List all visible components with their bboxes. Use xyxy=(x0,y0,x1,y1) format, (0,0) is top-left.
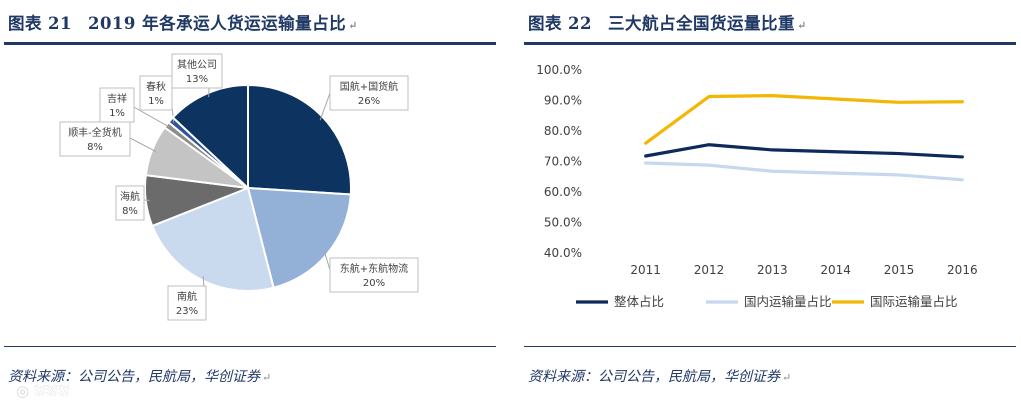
pie-data-label: 东航+东航物流 20% xyxy=(329,257,419,293)
pie-slice-label: 吉祥 xyxy=(107,92,127,105)
x-tick-label: 2015 xyxy=(884,263,915,277)
y-tick-label: 40.0% xyxy=(544,246,582,260)
x-tick-label: 2013 xyxy=(757,263,788,277)
pie-slice-label: 东航+东航物流 xyxy=(340,262,408,275)
pie-data-label: 吉祥 1% xyxy=(99,87,135,123)
figure-caption: 三大航占全国货运量比重 xyxy=(607,14,795,33)
paragraph-mark-icon: ↵ xyxy=(782,371,792,384)
bottom-rule xyxy=(524,346,1016,347)
pie-data-label: 其他公司 13% xyxy=(171,53,223,89)
pie-slice-label: 国航+国货航 xyxy=(340,80,398,93)
x-tick-label: 2016 xyxy=(947,263,978,277)
panel-pie-chart: 图表 21 2019 年各承运人货运运输量占比 ↵ 国航+国货航 26% 东航+东航物流 2… xyxy=(0,0,500,404)
source-text: 资料来源：公司公告，民航局，华创证券 xyxy=(8,369,260,385)
y-tick-label: 90.0% xyxy=(544,94,582,108)
paragraph-mark-icon: ↵ xyxy=(262,371,272,384)
legend-item: 国际运输量占比 xyxy=(832,294,958,309)
figure-number: 21 xyxy=(48,14,72,33)
legend-item: 国内运输量占比 xyxy=(706,294,832,309)
x-tick-label: 2011 xyxy=(630,263,661,277)
legend-label: 整体占比 xyxy=(614,294,664,309)
pie-slice-percent: 1% xyxy=(148,96,164,107)
leader-line xyxy=(319,92,331,121)
pie-chart: 国航+国货航 26% 东航+东航物流 20% 南航 23% 海航 8% 顺丰-全货机 8% 吉祥 1%… xyxy=(59,53,419,321)
pie-slice xyxy=(150,186,275,292)
pie-slice-percent: 13% xyxy=(186,74,208,85)
pie-chart-area: 国航+国货航 26% 东航+东航物流 20% 南航 23% 海航 8% 顺丰-全货机 8% 吉祥 1%… xyxy=(4,48,496,338)
line-chart-area: 40.0% 50.0% 60.0% 70.0% 80.0% 90.0% 100.0% 2011… xyxy=(524,48,1016,338)
pie-slice-label: 春秋 xyxy=(146,80,166,93)
figure-number: 22 xyxy=(568,14,592,33)
source-note: 资料来源：公司公告，民航局，华创证券 ↵ xyxy=(8,366,271,386)
legend-label: 国际运输量占比 xyxy=(870,294,958,309)
paragraph-mark-icon: ↵ xyxy=(796,19,807,32)
pie-slice-percent: 20% xyxy=(363,278,385,289)
figure-title: 图表 22 三大航占全国货运量比重 ↵ xyxy=(528,10,807,38)
line-chart: 40.0% 50.0% 60.0% 70.0% 80.0% 90.0% 100.0% 2011… xyxy=(536,63,978,309)
y-tick-label: 60.0% xyxy=(544,185,582,199)
figure-label: 图表 xyxy=(8,14,42,33)
pie-slice xyxy=(246,186,352,289)
leader-line xyxy=(129,137,157,152)
paragraph-mark-icon: ↵ xyxy=(348,19,358,32)
figure-caption: 2019 年各承运人货运运输量占比 xyxy=(87,14,347,33)
pie-slice-label: 顺丰-全货机 xyxy=(68,126,122,139)
pie-data-label: 春秋 1% xyxy=(139,75,173,111)
pie-slice-percent: 26% xyxy=(358,96,380,107)
pie-data-label: 顺丰-全货机 8% xyxy=(59,121,131,157)
figure-label: 图表 xyxy=(528,14,562,33)
source-text: 资料来源：公司公告，民航局，华创证券 xyxy=(528,369,780,385)
leader-line xyxy=(323,250,331,271)
watermark-logo-icon: ◎ ⛆⛆⛆ xyxy=(16,382,70,400)
pie-slice-percent: 8% xyxy=(87,142,103,153)
series-line xyxy=(644,161,964,182)
pie-slice xyxy=(247,83,352,196)
series-line xyxy=(644,143,964,159)
leader-line xyxy=(202,276,205,287)
y-tick-label: 70.0% xyxy=(544,155,582,169)
y-tick-label: 80.0% xyxy=(544,124,582,138)
y-tick-label: 100.0% xyxy=(536,63,582,77)
y-tick-label: 50.0% xyxy=(544,216,582,230)
x-tick-label: 2014 xyxy=(820,263,851,277)
series-line xyxy=(644,94,964,145)
pie-slice-label: 南航 xyxy=(177,290,197,303)
pie-slice-percent: 23% xyxy=(176,306,198,317)
title-rule xyxy=(4,42,496,45)
legend-label: 国内运输量占比 xyxy=(744,294,832,309)
pie-data-label: 南航 23% xyxy=(167,285,207,321)
pie-slice-label: 海航 xyxy=(120,190,140,203)
pie-slice-label: 其他公司 xyxy=(177,58,217,71)
pie-slice xyxy=(171,83,249,191)
panel-line-chart: 图表 22 三大航占全国货运量比重 ↵ 40.0% 50.0% 60.0% 70.0% 80.… xyxy=(520,0,1020,404)
figure-title: 图表 21 2019 年各承运人货运运输量占比 ↵ xyxy=(8,10,358,38)
bottom-rule xyxy=(4,346,496,347)
pie-data-label: 海航 8% xyxy=(115,185,145,221)
leader-line xyxy=(131,105,171,128)
title-rule xyxy=(524,42,1016,45)
legend-item: 整体占比 xyxy=(576,294,664,309)
pie-slice-percent: 1% xyxy=(109,108,125,119)
x-tick-label: 2012 xyxy=(694,263,725,277)
pie-slice-percent: 8% xyxy=(122,206,138,217)
pie-data-label: 国航+国货航 26% xyxy=(329,75,409,111)
source-note: 资料来源：公司公告，民航局，华创证券 ↵ xyxy=(528,366,791,386)
